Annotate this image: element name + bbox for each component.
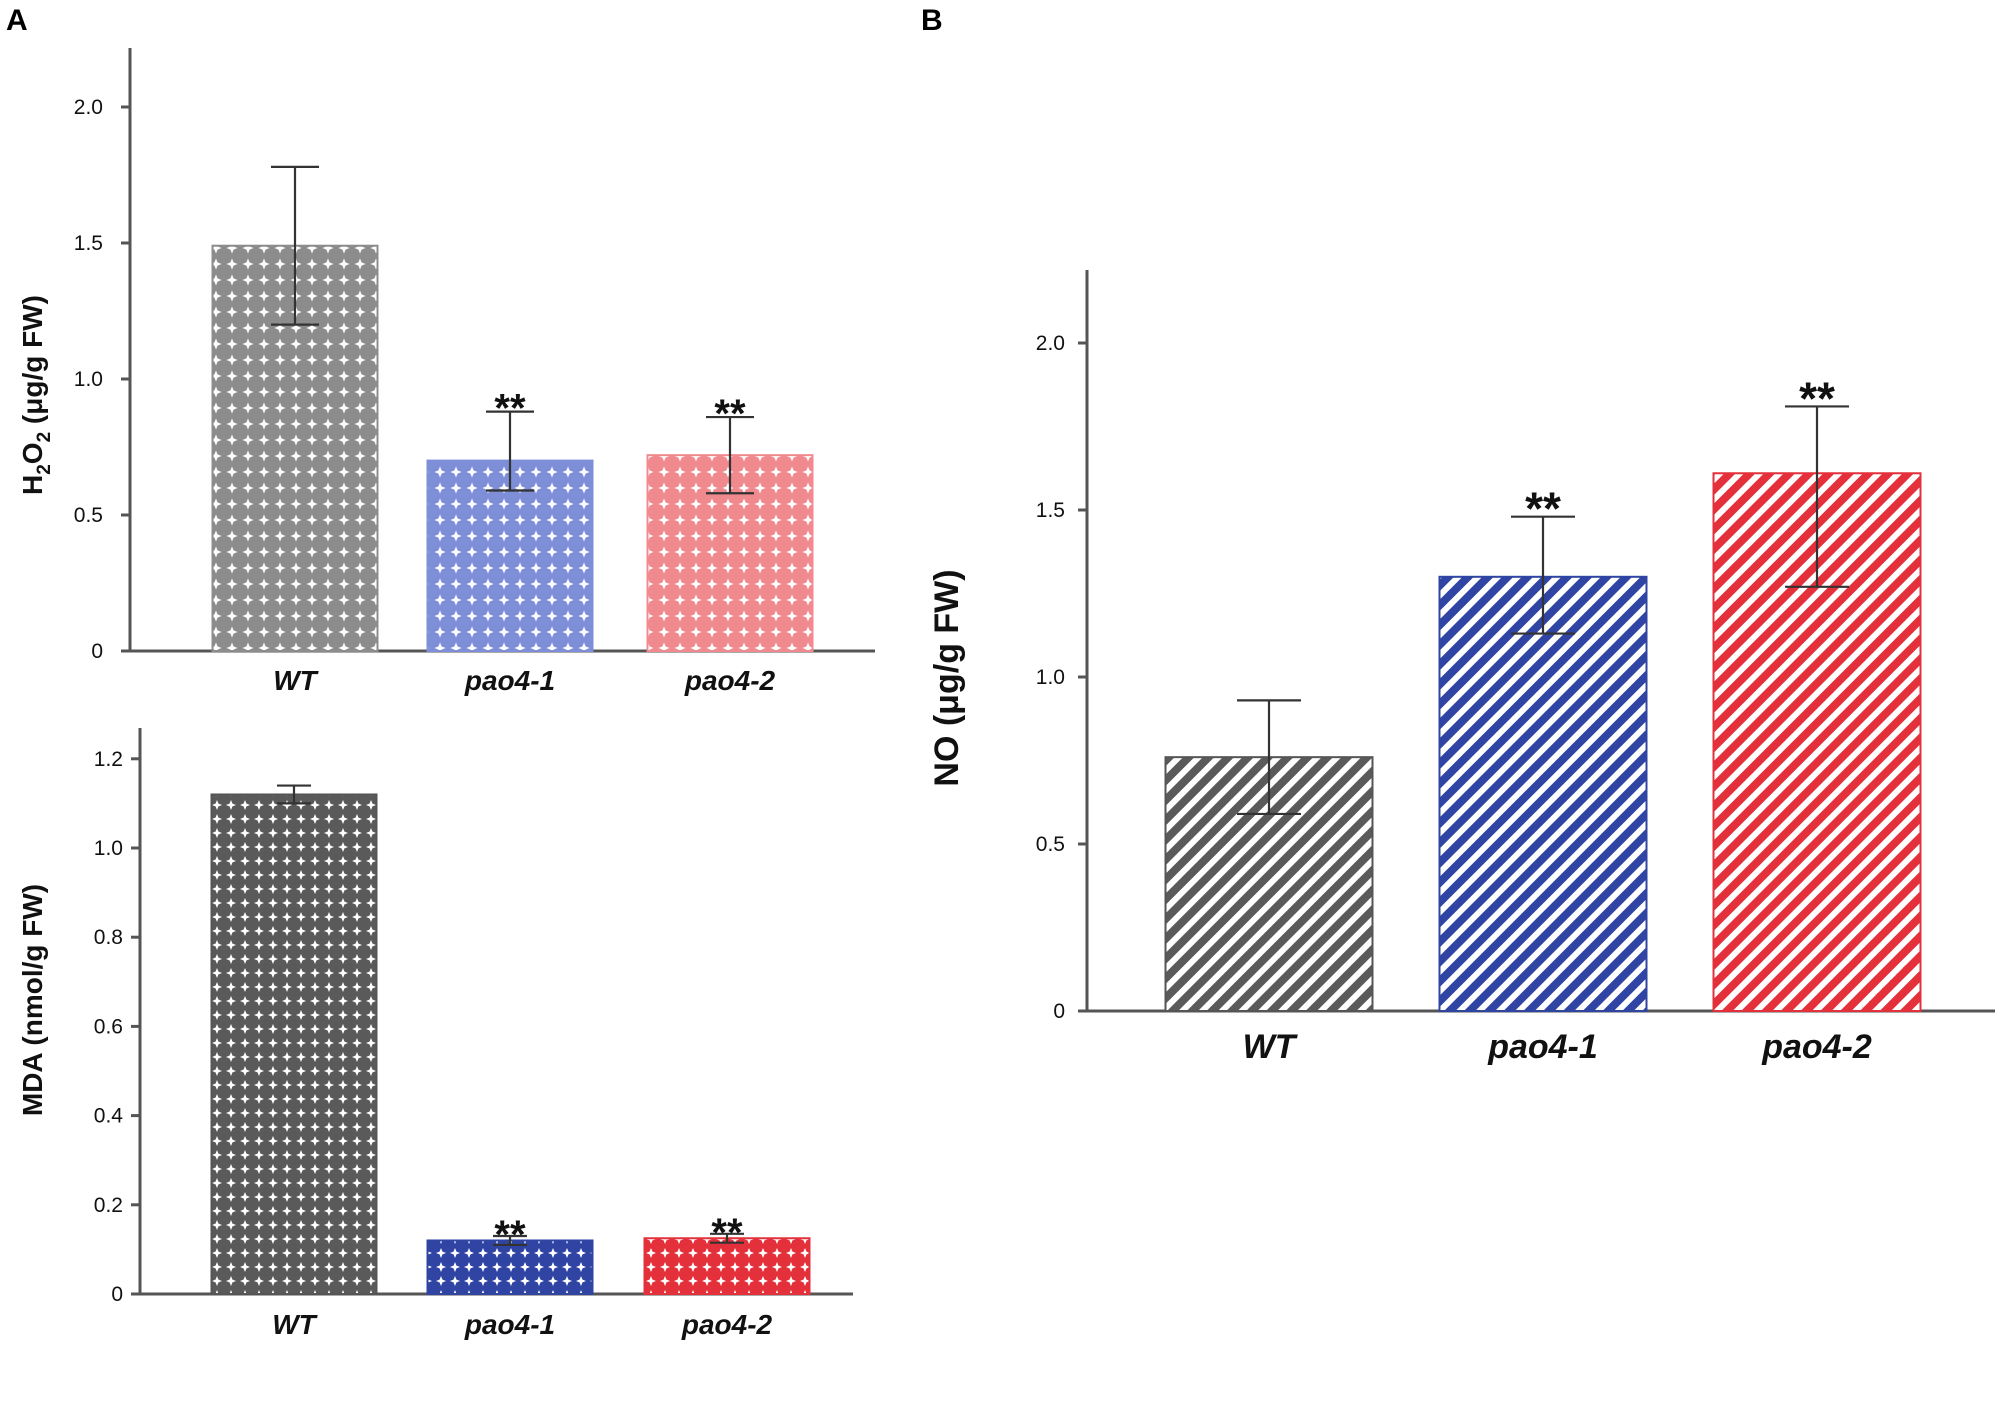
mda-significance-pao4-1: **	[494, 1213, 526, 1257]
h2o2-y-axis-label: H2O2 (μg/g FW)	[17, 295, 55, 495]
no-bar-pao4-1	[1438, 575, 1648, 1012]
h2o2-y-tick-label: 1.5	[74, 232, 103, 255]
no-x-tick-label-pao4-2: pao4-2	[1761, 1028, 1872, 1066]
h2o2-x-tick-label-WT: WT	[273, 665, 319, 696]
mda-y-tick-label: 1.0	[94, 837, 123, 860]
mda-significance-pao4-2: **	[711, 1211, 743, 1255]
mda-x-tick-label-pao4-2: pao4-2	[681, 1309, 773, 1340]
h2o2-y-tick-label: 2.0	[74, 96, 103, 119]
no-x-tick-label-pao4-1: pao4-1	[1487, 1028, 1598, 1066]
h2o2-x-tick-label-pao4-2: pao4-2	[684, 665, 776, 696]
no-y-tick-label: 0.5	[1036, 833, 1065, 856]
no-x-tick-label-WT: WT	[1243, 1028, 1299, 1066]
no-significance-pao4-1: **	[1525, 483, 1561, 535]
mda-y-tick-label: 1.2	[94, 748, 123, 771]
panel-label-a: A	[6, 4, 28, 37]
mda-bar-WT	[210, 793, 378, 1295]
h2o2-bar-pao4-1	[426, 459, 594, 652]
mda-y-tick-label: 0	[111, 1283, 123, 1306]
no-y-tick-label: 1.0	[1036, 666, 1065, 689]
mda-y-tick-label: 0.8	[94, 926, 123, 949]
mda-x-tick-label-pao4-1: pao4-1	[464, 1309, 555, 1340]
h2o2-significance-pao4-1: **	[494, 387, 526, 431]
h2o2-y-tick-label: 1.0	[74, 368, 103, 391]
h2o2-significance-pao4-2: **	[714, 392, 746, 436]
mda-chart: MDA (nmol/g FW) 0 0.2 0.4 0.6 0.8 1.0 1.2 WT pao…	[17, 728, 853, 1340]
no-y-tick-label: 2.0	[1036, 332, 1065, 355]
mda-y-tick-label: 0.4	[94, 1105, 124, 1128]
h2o2-y-tick-label: 0.5	[74, 504, 103, 527]
mda-y-tick-label: 0.6	[94, 1015, 123, 1038]
mda-y-axis-label: MDA (nmol/g FW)	[17, 884, 48, 1116]
h2o2-chart: H2O2 (μg/g FW) 0 0.5 1.0 1.5 2.0 WT pao4-1 ** pa…	[17, 48, 875, 696]
h2o2-x-tick-label-pao4-1: pao4-1	[464, 665, 555, 696]
mda-x-tick-label-WT: WT	[272, 1309, 318, 1340]
no-significance-pao4-2: **	[1799, 372, 1835, 424]
no-y-axis-label: NO (μg/g FW)	[928, 569, 966, 786]
no-y-tick-label: 1.5	[1036, 499, 1065, 522]
no-y-tick-label: 0	[1053, 1000, 1065, 1023]
h2o2-y-tick-label: 0	[91, 640, 103, 663]
no-chart: NO (μg/g FW) 0 0.5 1.0 1.5 2.0 WT pao4-1 ** pao4…	[928, 270, 1995, 1066]
mda-y-tick-label: 0.2	[94, 1194, 123, 1217]
panel-label-b: B	[921, 4, 943, 37]
